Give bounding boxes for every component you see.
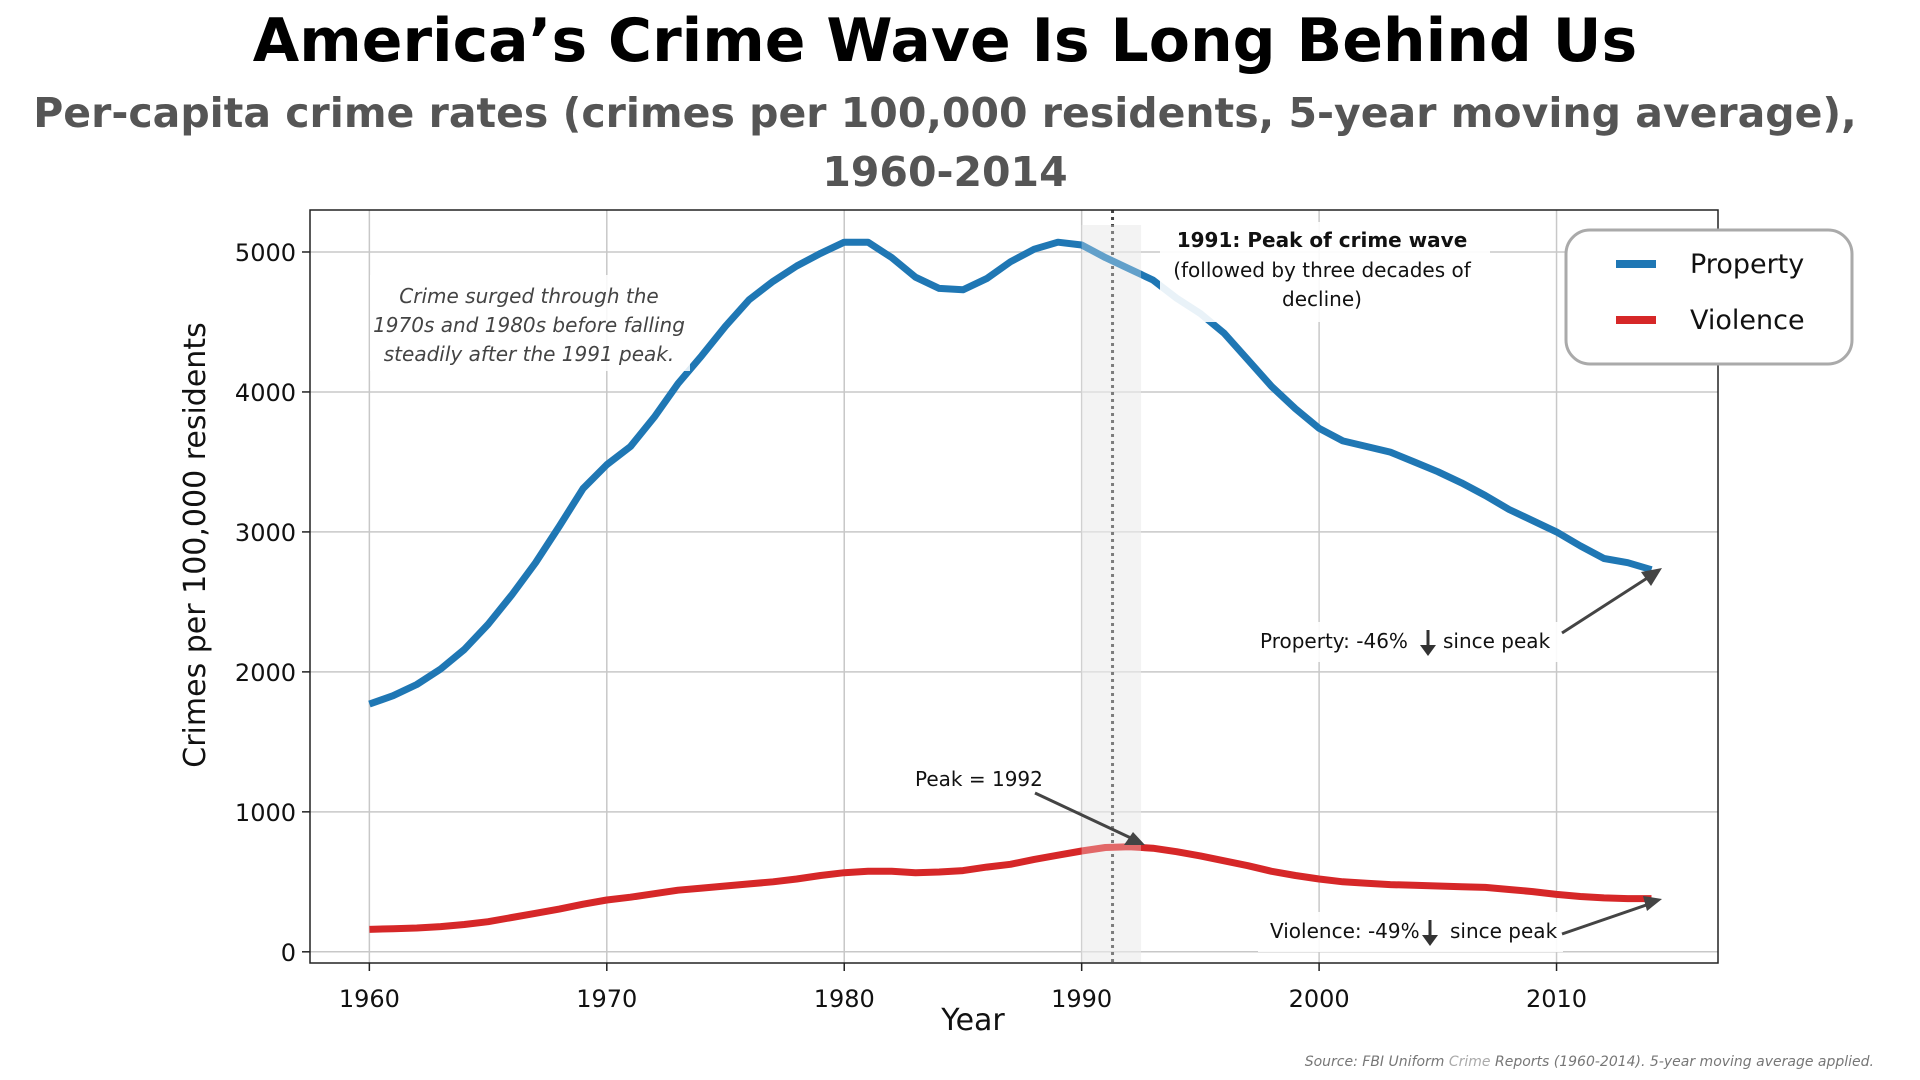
x-axis-ticks: 1960 1970 1980 1990 2000 2010: [339, 963, 1587, 1013]
property-change-label-a: Property: -46%: [1260, 629, 1408, 653]
violence-change-arrow-head: [1643, 896, 1662, 911]
violence-change-background: [1258, 912, 1563, 952]
peak-label-background: [1160, 222, 1490, 322]
x-tick-label: 2010: [1526, 985, 1587, 1013]
y-tick-label: 3000: [235, 519, 296, 547]
y-tick-label: 0: [281, 939, 296, 967]
y-tick-label: 2000: [235, 659, 296, 687]
note-line-1: Crime surged through the: [399, 284, 658, 308]
property-change-arrow-head: [1641, 568, 1662, 586]
property-change-background: [1248, 622, 1558, 662]
y-tick-label: 4000: [235, 379, 296, 407]
property-change-label-b: since peak: [1443, 629, 1551, 653]
source-note-part-2: Crime: [1448, 1054, 1491, 1070]
series-line-violence: [369, 843, 1652, 933]
chart-title: America’s Crime Wave Is Long Behind Us: [252, 6, 1638, 76]
x-tick-label: 1960: [339, 985, 400, 1013]
legend: Property Violence: [1564, 228, 1854, 366]
peak-label-title: : Peak of crime wave: [1232, 228, 1467, 252]
x-tick-label: 1980: [814, 985, 875, 1013]
note-background: [370, 275, 690, 371]
violence-change-label-b: since peak: [1450, 919, 1558, 943]
x-tick-label: 1970: [576, 985, 637, 1013]
down-arrow-icon: [1422, 920, 1438, 946]
x-tick-label: 1990: [1051, 985, 1112, 1013]
note-line-2: 1970s and 1980s before falling: [373, 313, 685, 337]
series-line-property: [368, 238, 1653, 708]
property-change-arrow-shaft: [1561, 573, 1653, 635]
peak-label-year: 1991: [1177, 228, 1233, 252]
source-note-part-3: Reports (1960-2014). 5-year moving avera…: [1490, 1054, 1874, 1070]
y-tick-label: 5000: [235, 239, 296, 267]
violence-peak-arrow-head: [1124, 832, 1145, 845]
violence-peak-label: Peak = 1992: [915, 767, 1043, 791]
peak-label-line-1: 1991: Peak of crime wave: [1177, 228, 1468, 252]
peak-highlight-overlay: [1081, 225, 1142, 963]
y-axis-ticks: 0 1000 2000 3000 4000 5000: [235, 239, 310, 967]
violence-change-arrow-shaft: [1561, 901, 1653, 936]
violence-peak-arrow-shaft: [1034, 791, 1134, 841]
legend-label-property: Property: [1690, 249, 1804, 280]
chart-subtitle-line-2: 1960-2014: [822, 148, 1068, 196]
chart-subtitle: Per-capita crime rates (crimes per 100,0…: [0, 84, 1890, 202]
source-note-part-1: Source: FBI Uniform: [1304, 1054, 1449, 1070]
chart-subtitle-line-1: Per-capita crime rates (crimes per 100,0…: [33, 89, 1857, 137]
y-tick-label: 1000: [235, 799, 296, 827]
x-tick-label: 2000: [1289, 985, 1350, 1013]
peak-label-line-3: decline): [1282, 287, 1362, 311]
legend-label-violence: Violence: [1690, 305, 1805, 336]
note-line-3: steadily after the 1991 peak.: [384, 342, 674, 366]
source-note: Source: FBI Uniform Crime Reports (1960-…: [1305, 1054, 1874, 1070]
peak-label-line-2: (followed by three decades of: [1173, 258, 1472, 282]
down-arrow-icon: [1420, 630, 1436, 656]
violence-change-label-a: Violence: -49%: [1270, 919, 1420, 943]
x-axis-label: Year: [940, 1003, 1005, 1038]
plot-frame: [309, 209, 1719, 964]
y-axis-label: Crimes per 100,000 residents: [178, 322, 213, 767]
